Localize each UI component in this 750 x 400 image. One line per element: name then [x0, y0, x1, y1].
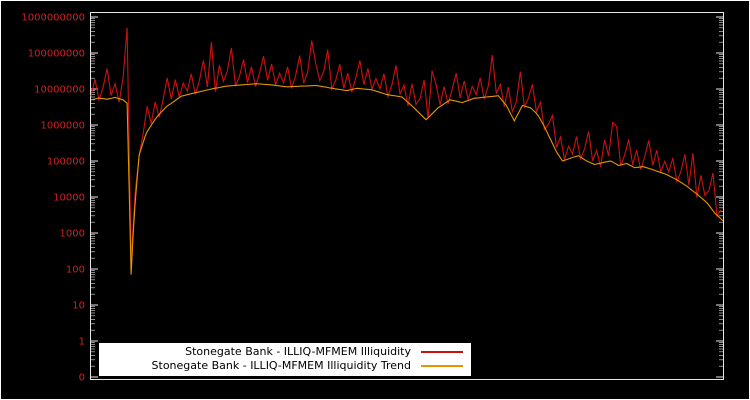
y-tick-label: 1000000: [40, 121, 85, 132]
legend-item-trend: Stonegate Bank - ILLIQ-MFMEM Illiquidity…: [107, 360, 463, 372]
y-tick-label: 1000000000: [21, 13, 85, 24]
y-tick-label: 100: [66, 265, 85, 276]
legend-line-sample-illiquidity: [421, 351, 463, 353]
legend-item-illiquidity: Stonegate Bank - ILLIQ-MFMEM Illiquidity: [107, 346, 463, 358]
y-tick-label: 10000: [53, 193, 85, 204]
y-tick-label: 10000000: [34, 85, 85, 96]
y-tick-label: 10: [72, 301, 85, 312]
legend-line-sample-trend: [421, 365, 463, 367]
legend-label-illiquidity: Stonegate Bank - ILLIQ-MFMEM Illiquidity: [185, 345, 411, 358]
y-tick-label: 100000: [47, 157, 85, 168]
series-trend-line: [90, 83, 724, 275]
y-tick-label: 100000000: [28, 49, 85, 60]
y-tick-label: 1000: [60, 229, 85, 240]
plot-border: [90, 12, 724, 380]
y-tick-label: 1: [79, 337, 85, 348]
series-illiquidity-line: [90, 27, 722, 261]
y-tick-label: 0: [79, 373, 85, 384]
legend-label-trend: Stonegate Bank - ILLIQ-MFMEM Illiquidity…: [151, 359, 411, 372]
legend: Stonegate Bank - ILLIQ-MFMEM Illiquidity…: [99, 343, 471, 376]
